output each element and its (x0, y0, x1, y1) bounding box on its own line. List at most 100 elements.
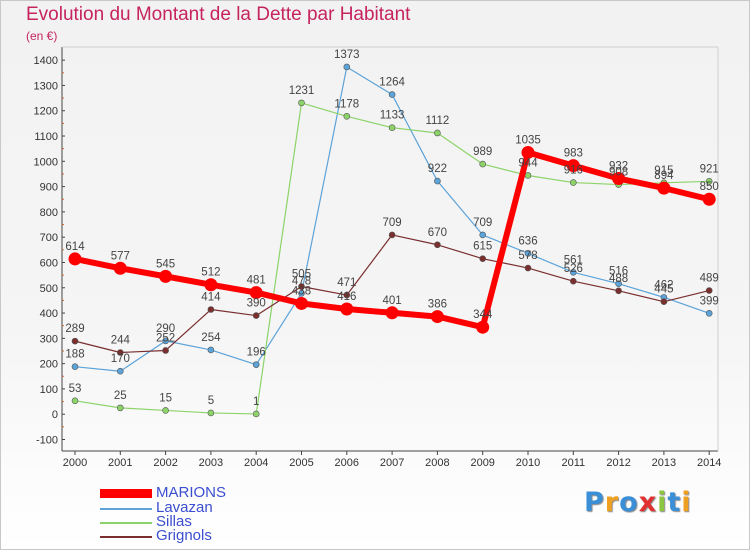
data-label: 471 (337, 277, 356, 289)
chart-title: Evolution du Montant de la Dette par Hab… (26, 4, 411, 25)
x-tick-label: 2014 (697, 457, 721, 469)
data-point (479, 231, 487, 239)
data-label: 944 (518, 157, 538, 169)
data-label: 5 (208, 395, 214, 407)
x-tick-label: 2004 (244, 457, 268, 469)
data-label: 578 (518, 250, 537, 262)
data-point (479, 160, 487, 168)
logo-letter: i (657, 487, 668, 518)
data-point (343, 112, 351, 120)
data-label: 932 (609, 161, 628, 173)
logo-letter: i (681, 487, 692, 518)
data-label: 1112 (425, 115, 449, 127)
data-point (479, 255, 487, 262)
data-point (117, 367, 124, 375)
data-label: 561 (564, 254, 583, 266)
data-point (207, 306, 215, 313)
data-point (298, 290, 305, 297)
data-label: 915 (654, 165, 673, 177)
data-label: 344 (473, 309, 493, 321)
data-label: 170 (111, 353, 130, 365)
data-point (252, 312, 260, 319)
data-point (298, 99, 305, 107)
data-label: 709 (383, 217, 402, 229)
data-point (162, 337, 169, 345)
data-label: 481 (247, 275, 266, 287)
x-tick-label: 2009 (470, 457, 494, 469)
data-label: 53 (69, 383, 82, 395)
data-point (162, 347, 169, 354)
data-point (68, 252, 82, 266)
data-point (521, 145, 535, 159)
data-point (295, 296, 308, 310)
data-label: 526 (564, 263, 583, 275)
data-point (476, 320, 490, 334)
legend-swatch (100, 489, 152, 498)
x-tick-label: 2003 (199, 457, 223, 469)
data-point (204, 278, 218, 292)
data-label: 614 (65, 241, 85, 253)
data-label: 25 (114, 390, 127, 402)
data-point (524, 172, 532, 179)
logo-letter: r (604, 487, 620, 518)
data-label: 399 (700, 295, 719, 307)
x-tick-label: 2008 (425, 457, 449, 469)
data-point (343, 63, 351, 71)
data-point (434, 241, 441, 249)
data-point (615, 280, 622, 288)
y-tick-label: 900 (40, 182, 58, 194)
legend-label: Lavazan (156, 499, 213, 516)
data-point (388, 91, 396, 98)
data-point (162, 407, 169, 414)
data-label: 516 (609, 266, 628, 278)
data-label: 577 (111, 250, 130, 262)
data-point (343, 291, 351, 299)
data-label: 390 (247, 298, 266, 310)
data-label: 489 (700, 273, 719, 285)
x-tick-label: 2012 (606, 457, 630, 469)
series-layer (68, 63, 716, 418)
data-label: 1264 (379, 77, 405, 89)
y-tick-label: 0 (52, 409, 58, 421)
x-tick-label: 2002 (153, 457, 177, 469)
y-tick-label: 1000 (34, 156, 58, 168)
data-point (615, 287, 622, 295)
proxiti-logo: Proxiti (584, 487, 692, 518)
data-label: 615 (473, 241, 492, 253)
data-label: 438 (292, 285, 311, 297)
data-point (298, 283, 305, 290)
y-tick-label: -100 (36, 435, 58, 447)
data-label: 1133 (380, 110, 405, 122)
data-label: 709 (473, 217, 492, 229)
data-point (566, 159, 580, 173)
data-point (524, 250, 532, 257)
y-tick-label: 800 (40, 207, 58, 219)
data-label: 414 (201, 292, 221, 304)
data-point (71, 337, 79, 345)
unit-label: (en €) (26, 29, 58, 43)
data-point (705, 287, 713, 294)
data-point (569, 179, 577, 186)
data-point (660, 298, 668, 305)
x-tick-label: 2000 (63, 457, 87, 469)
data-point (249, 286, 263, 300)
data-label: 670 (428, 227, 447, 239)
y-tick-label: 700 (40, 232, 58, 244)
data-point (71, 397, 79, 405)
y-tick-label: 300 (40, 333, 58, 345)
data-point (705, 310, 713, 317)
data-point (430, 310, 444, 324)
y-tick-label: 100 (40, 384, 58, 396)
data-label: 386 (428, 299, 447, 311)
data-point (207, 409, 215, 417)
data-label: 401 (383, 295, 402, 307)
data-label: 505 (292, 268, 311, 280)
data-label: 1178 (334, 98, 359, 110)
logo-letter: P (584, 487, 605, 518)
data-point (705, 177, 713, 185)
legend-label: Grignols (156, 527, 212, 544)
y-tick-label: 1200 (34, 106, 58, 118)
legend-label: Sillas (156, 513, 192, 530)
